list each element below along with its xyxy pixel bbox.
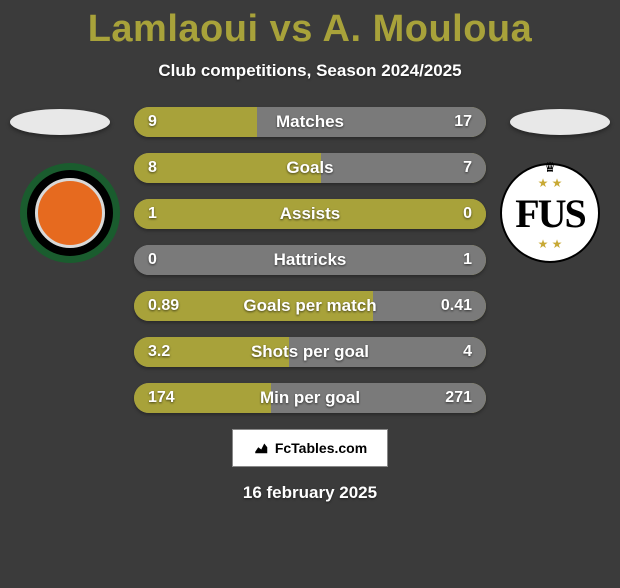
stat-label: Assists	[134, 204, 486, 224]
stat-row: 10Assists	[134, 199, 486, 229]
vs-label: vs	[270, 8, 313, 50]
comparison-arena: ♛ ★ ★ FUS ★ ★ 917Matches 87Goals 10Assists…	[0, 107, 620, 413]
stat-row: 0.890.41Goals per match	[134, 291, 486, 321]
player1-name: Lamlaoui	[88, 8, 259, 50]
stat-label: Shots per goal	[134, 342, 486, 362]
stat-label: Hattricks	[134, 250, 486, 270]
stat-row: 01Hattricks	[134, 245, 486, 275]
stat-row: 917Matches	[134, 107, 486, 137]
fus-logo-icon: ♛ ★ ★ FUS ★ ★	[500, 163, 600, 263]
stat-label: Matches	[134, 112, 486, 132]
team-logo-left	[20, 163, 120, 263]
team-logo-right: ♛ ★ ★ FUS ★ ★	[500, 163, 600, 263]
subtitle: Club competitions, Season 2024/2025	[0, 61, 620, 81]
flag-left-placeholder	[10, 109, 110, 135]
watermark: FcTables.com	[232, 429, 388, 467]
watermark-text: FcTables.com	[275, 440, 367, 456]
date-label: 16 february 2025	[0, 483, 620, 503]
stat-label: Goals	[134, 158, 486, 178]
berkane-logo-icon	[20, 163, 120, 263]
stat-label: Goals per match	[134, 296, 486, 316]
flag-right-placeholder	[510, 109, 610, 135]
stat-row: 3.24Shots per goal	[134, 337, 486, 367]
stat-row: 174271Min per goal	[134, 383, 486, 413]
stat-row: 87Goals	[134, 153, 486, 183]
stats-container: 917Matches 87Goals 10Assists 01Hattricks 0.8…	[134, 107, 486, 413]
chart-icon	[253, 439, 271, 457]
player2-name: A. Mouloua	[323, 8, 533, 50]
comparison-title: Lamlaoui vs A. Mouloua	[0, 8, 620, 51]
stat-label: Min per goal	[134, 388, 486, 408]
